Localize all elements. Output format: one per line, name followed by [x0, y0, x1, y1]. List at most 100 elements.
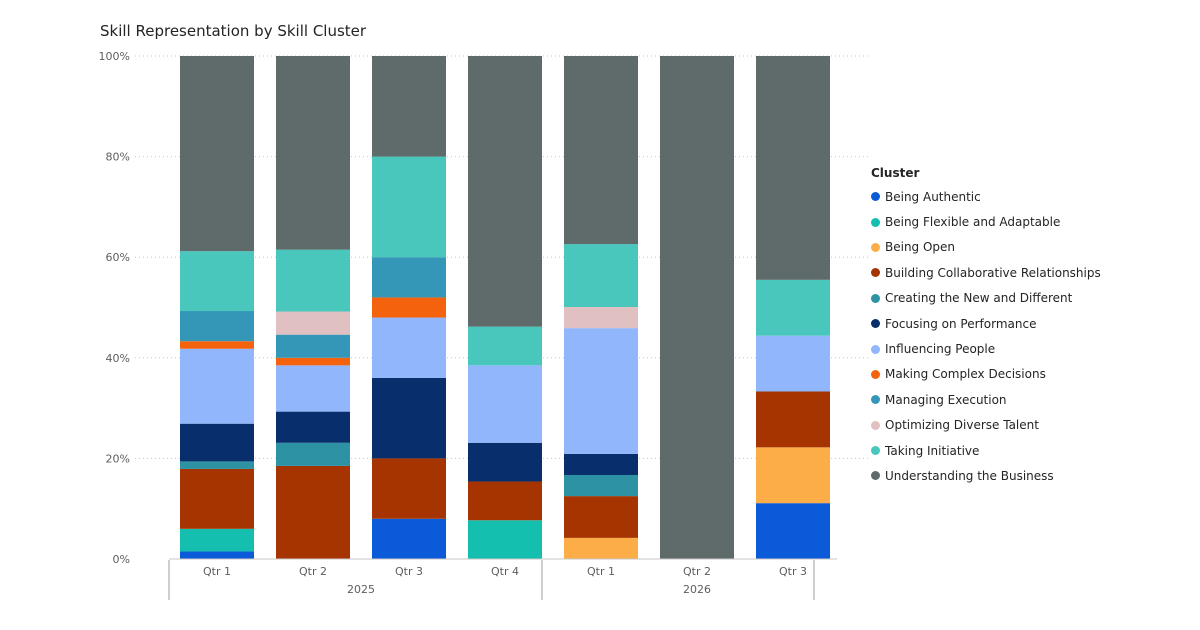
legend-item[interactable]: Being Open — [871, 235, 1101, 260]
bar-segment[interactable] — [468, 442, 542, 482]
legend-label: Focusing on Performance — [885, 316, 1037, 331]
legend-label: Being Flexible and Adaptable — [885, 215, 1061, 230]
x-category-label: Qtr 3 — [779, 565, 807, 578]
x-category-label: Qtr 1 — [203, 565, 231, 578]
legend-item[interactable]: Influencing People — [871, 336, 1101, 361]
x-group-label: 2026 — [683, 583, 711, 596]
legend-label: Being Open — [885, 240, 956, 255]
legend-label: Being Authentic — [885, 189, 981, 204]
bar-segment[interactable] — [180, 461, 254, 469]
bar-segment[interactable] — [564, 56, 638, 245]
legend-label: Taking Initiative — [885, 443, 980, 458]
legend-label: Making Complex Decisions — [885, 367, 1046, 382]
x-group-label: 2025 — [347, 583, 375, 596]
y-tick-label: 40% — [106, 352, 130, 365]
bar-segment[interactable] — [564, 496, 638, 538]
legend-item[interactable]: Focusing on Performance — [871, 311, 1101, 336]
y-tick-label: 100% — [99, 50, 130, 63]
bar-segment[interactable] — [372, 297, 446, 318]
bar-segment[interactable] — [564, 306, 638, 329]
legend-item[interactable]: Understanding the Business — [871, 463, 1101, 488]
y-tick-label: 60% — [106, 251, 130, 264]
legend-item[interactable]: Being Flexible and Adaptable — [871, 209, 1101, 234]
x-category-label: Qtr 2 — [299, 565, 327, 578]
bar-segment[interactable] — [372, 377, 446, 459]
bar-segment[interactable] — [276, 334, 350, 358]
bar-segment[interactable] — [276, 249, 350, 312]
x-category-label: Qtr 3 — [395, 565, 423, 578]
bar-segment[interactable] — [372, 156, 446, 258]
bar-segment[interactable] — [756, 56, 830, 280]
bar-segment[interactable] — [372, 317, 446, 378]
bar-segment[interactable] — [372, 458, 446, 519]
bar-segment[interactable] — [180, 341, 254, 349]
legend-color-dot-icon — [871, 192, 880, 202]
legend-title: Cluster — [871, 166, 920, 180]
bar-segment[interactable] — [276, 411, 350, 443]
legend-color-dot-icon — [871, 293, 880, 303]
bar-segment[interactable] — [276, 465, 350, 559]
bar-segment[interactable] — [372, 257, 446, 298]
bar-segment[interactable] — [468, 365, 542, 443]
legend-item[interactable]: Taking Initiative — [871, 438, 1101, 463]
chart-title: Skill Representation by Skill Cluster — [100, 22, 367, 40]
legend-item[interactable]: Creating the New and Different — [871, 286, 1101, 311]
legend-label: Understanding the Business — [885, 468, 1054, 483]
bar-segment[interactable] — [468, 520, 542, 559]
bar-segment[interactable] — [180, 348, 254, 424]
bar-segment[interactable] — [180, 56, 254, 252]
legend-color-dot-icon — [871, 369, 880, 379]
y-tick-label: 80% — [106, 151, 130, 164]
bar-segment[interactable] — [756, 335, 830, 392]
legend-label: Managing Execution — [885, 392, 1007, 407]
bar-segment[interactable] — [180, 468, 254, 529]
bar-segment[interactable] — [276, 311, 350, 335]
bar-segment[interactable] — [180, 311, 254, 342]
legend-color-dot-icon — [871, 242, 880, 252]
bar-segment[interactable] — [660, 56, 734, 559]
bar-segment[interactable] — [180, 423, 254, 462]
bar-segment[interactable] — [276, 442, 350, 466]
bar-segment[interactable] — [372, 56, 446, 157]
legend-color-dot-icon — [871, 319, 880, 329]
bar-segment[interactable] — [468, 326, 542, 366]
legend-item[interactable]: Building Collaborative Relationships — [871, 260, 1101, 285]
bar-segment[interactable] — [756, 503, 830, 559]
y-tick-label: 20% — [106, 452, 130, 465]
x-category-label: Qtr 2 — [683, 565, 711, 578]
legend-color-dot-icon — [871, 471, 880, 481]
bars — [180, 56, 830, 559]
bar-segment[interactable] — [756, 279, 830, 336]
bar-segment[interactable] — [276, 357, 350, 366]
legend-color-dot-icon — [871, 344, 880, 354]
bar-segment[interactable] — [564, 474, 638, 497]
x-category-label: Qtr 1 — [587, 565, 615, 578]
legend-color-dot-icon — [871, 395, 880, 405]
bar-segment[interactable] — [756, 447, 830, 504]
bar-segment[interactable] — [276, 56, 350, 250]
grid-lines — [135, 55, 870, 459]
bar-segment[interactable] — [468, 481, 542, 521]
bar-segment[interactable] — [276, 365, 350, 412]
legend-label: Optimizing Diverse Talent — [885, 418, 1039, 433]
legend-item[interactable]: Optimizing Diverse Talent — [871, 413, 1101, 438]
legend-item[interactable]: Being Authentic — [871, 184, 1101, 209]
bar-segment[interactable] — [180, 528, 254, 552]
bar-segment[interactable] — [180, 551, 254, 559]
legend-item[interactable]: Managing Execution — [871, 387, 1101, 412]
legend: Cluster Being Authentic Being Flexible an… — [871, 166, 1101, 489]
y-tick-label: 0% — [113, 553, 130, 566]
bar-segment[interactable] — [180, 251, 254, 312]
bar-segment[interactable] — [564, 537, 638, 559]
legend-color-dot-icon — [871, 217, 880, 227]
bar-segment[interactable] — [756, 391, 830, 448]
bar-segment[interactable] — [372, 518, 446, 559]
legend-item[interactable]: Making Complex Decisions — [871, 362, 1101, 387]
bar-segment[interactable] — [468, 56, 542, 327]
bar-segment[interactable] — [564, 328, 638, 454]
legend-color-dot-icon — [871, 446, 880, 456]
bar-segment[interactable] — [564, 453, 638, 475]
bar-segment[interactable] — [564, 244, 638, 307]
